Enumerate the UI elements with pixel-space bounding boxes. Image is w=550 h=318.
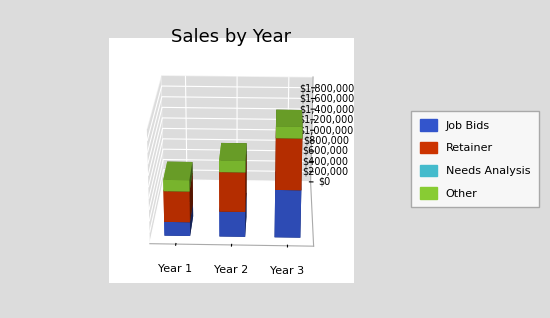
Title: Sales by Year: Sales by Year <box>171 28 291 46</box>
Legend: Job Bids, Retainer, Needs Analysis, Other: Job Bids, Retainer, Needs Analysis, Othe… <box>411 111 539 207</box>
